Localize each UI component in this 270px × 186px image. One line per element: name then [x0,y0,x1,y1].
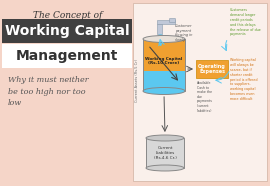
Text: Management: Management [16,49,118,63]
FancyBboxPatch shape [2,19,132,43]
Text: Current Assets (Rs.5 Cr): Current Assets (Rs.5 Cr) [135,60,139,102]
Text: Operating
Expenses: Operating Expenses [198,64,226,74]
FancyBboxPatch shape [157,24,162,34]
FancyBboxPatch shape [146,138,184,168]
Text: Customers
demand longer
credit periods
and this delays
the release of due
paymen: Customers demand longer credit periods a… [230,8,261,36]
Text: Customer
payment
flowing in
slowly: Customer payment flowing in slowly [175,24,193,42]
FancyBboxPatch shape [2,44,132,68]
Text: Current
Liabilities
(Rs.4-6 Cr.): Current Liabilities (Rs.4-6 Cr.) [154,146,176,160]
Ellipse shape [146,165,184,171]
Ellipse shape [143,87,185,94]
Text: The Concept of: The Concept of [33,11,103,20]
FancyBboxPatch shape [157,20,175,24]
FancyBboxPatch shape [133,3,267,181]
FancyBboxPatch shape [143,71,185,91]
Text: Available
Cash to
make the
due
payments
(current
liabilities): Available Cash to make the due payments … [197,81,213,113]
Text: Working Capital: Working Capital [5,24,129,38]
Text: Why it must neither
be too high nor too
low: Why it must neither be too high nor too … [8,76,89,107]
Text: Working capital
will always be
scarce, but if
shorter credit
period is offered
t: Working capital will always be scarce, b… [230,58,258,101]
Ellipse shape [143,36,185,42]
Ellipse shape [146,135,184,141]
FancyBboxPatch shape [143,39,185,71]
FancyBboxPatch shape [196,60,228,78]
Text: Working Capital
(Rs.10 Crore): Working Capital (Rs.10 Crore) [145,57,183,65]
FancyBboxPatch shape [170,18,176,23]
